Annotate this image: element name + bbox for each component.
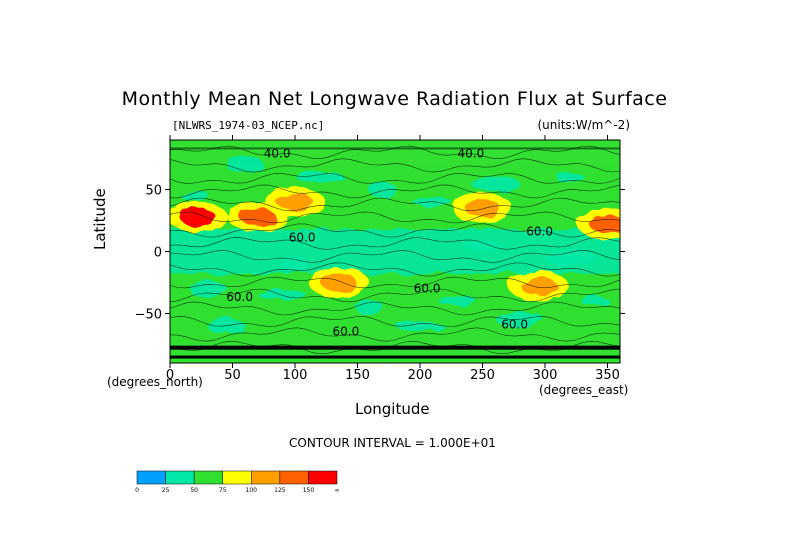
- field-core-mexico: [589, 215, 620, 234]
- x-axis-label: Longitude: [355, 400, 430, 418]
- contour-line: [170, 184, 620, 199]
- field-region-antarctic-belt: [170, 338, 620, 363]
- contour-line: [170, 158, 620, 173]
- colorbar-swatch: [251, 470, 281, 485]
- contour-label: 40.0: [264, 146, 291, 160]
- contour-line: [170, 173, 620, 184]
- y-axis-label: Latitude: [91, 188, 109, 250]
- field-core-n-america-west: [464, 199, 501, 218]
- contour-line: [170, 327, 620, 342]
- contour-line: [170, 316, 620, 327]
- field-patch-low: [226, 156, 264, 173]
- units-label: (units:W/m^-2): [537, 118, 630, 132]
- field-patch-low: [396, 320, 444, 331]
- contour-line: [170, 237, 620, 250]
- field-core-central-asia: [277, 192, 313, 211]
- contour-line: [170, 276, 620, 289]
- field-core-australia: [320, 273, 357, 292]
- x-tick-label: 0: [166, 368, 174, 383]
- field-patch-low: [438, 296, 477, 307]
- field-patch-low: [496, 311, 544, 328]
- x-tick-label: 150: [345, 368, 370, 383]
- colorbar-label: 100: [246, 487, 258, 494]
- y-tick-label: −50: [135, 307, 162, 322]
- field-patch-low: [581, 296, 609, 307]
- y-axis: 50 0 −50: [135, 184, 625, 322]
- contour-line: [170, 301, 620, 316]
- field-core-s-america: [520, 277, 557, 296]
- contour-line: [170, 211, 620, 224]
- south-dense-contours: [170, 345, 620, 350]
- field-patch-low: [296, 172, 344, 183]
- contour-interval-note: CONTOUR INTERVAL = 1.000E+01: [289, 436, 496, 450]
- x-unit-label: (degrees_east): [539, 383, 629, 397]
- colorbar-label: 75: [219, 487, 227, 494]
- colorbar-label: 0: [135, 487, 139, 494]
- field-patch-low: [356, 299, 384, 316]
- y-tick-label: 0: [154, 246, 162, 261]
- field-core-arabia-hot: [239, 207, 276, 226]
- file-label: [NLWRS_1974-03_NCEP.nc]: [172, 119, 325, 132]
- colorbar-label: 50: [190, 487, 198, 494]
- colorbar-swatch: [165, 470, 195, 485]
- contour-line: [170, 145, 620, 160]
- contour-label: 60.0: [289, 231, 316, 245]
- contour-label: 60.0: [226, 290, 253, 304]
- contour-label-group: 40.0 40.0 60.0 60.0 60.0 60.0 60.0 60.0: [226, 146, 553, 338]
- field-patch-low: [281, 255, 309, 272]
- field-patch-low: [181, 190, 209, 201]
- contour-label: 60.0: [526, 224, 553, 238]
- field-core-n-africa-hot: [179, 207, 216, 226]
- x-tick-label: 200: [408, 368, 433, 383]
- field-patch-low: [258, 289, 307, 300]
- x-tick-label: 350: [595, 368, 620, 383]
- colorbar-swatch: [308, 470, 338, 485]
- contour-line: [170, 262, 620, 277]
- x-tick-label: 100: [283, 368, 308, 383]
- y-unit-label: (degrees_north): [107, 375, 203, 389]
- y-tick-label: 50: [145, 184, 162, 199]
- contour-label: 60.0: [501, 317, 528, 331]
- contour-label: 40.0: [458, 146, 485, 160]
- field-patch-low: [556, 172, 584, 183]
- contour-label: 60.0: [414, 281, 441, 295]
- colorbar-swatch: [193, 470, 223, 485]
- south-dense-contours-2: [170, 355, 620, 359]
- contour-line: [170, 340, 620, 355]
- contour-lines: [170, 145, 620, 355]
- x-axis: 0 50 100 150 200 250 300 350: [166, 135, 620, 383]
- chart-title: Monthly Mean Net Longwave Radiation Flux…: [121, 88, 668, 110]
- colorbar-swatch: [279, 470, 309, 485]
- colorbar-swatch: [136, 470, 166, 485]
- contour-line: [170, 288, 620, 303]
- field-patch-low: [463, 240, 502, 251]
- colorbar: 0 25 50 75 100 125 150 ∞: [135, 470, 340, 494]
- colorbar-label: 125: [274, 487, 286, 494]
- contour-label: 60.0: [333, 325, 360, 339]
- heatmap-field: [170, 140, 620, 363]
- colorbar-swatch: [222, 470, 252, 485]
- colorbar-label: 150: [303, 487, 315, 494]
- contour-line: [170, 223, 620, 238]
- colorbar-label: ∞: [335, 487, 340, 494]
- north-dense-contours: [170, 147, 620, 150]
- x-tick-label: 300: [533, 368, 558, 383]
- x-tick-label: 250: [470, 368, 495, 383]
- contour-line: [170, 249, 620, 263]
- field-patch-low: [546, 249, 594, 266]
- contour-line: [170, 197, 620, 212]
- colorbar-label: 25: [162, 487, 170, 494]
- field-patch-low: [471, 175, 519, 192]
- x-tick-label: 50: [224, 368, 241, 383]
- field-patch-low: [368, 181, 397, 198]
